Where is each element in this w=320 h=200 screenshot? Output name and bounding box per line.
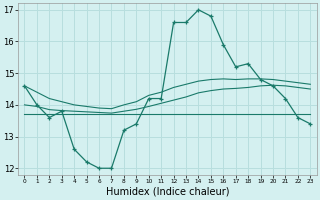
X-axis label: Humidex (Indice chaleur): Humidex (Indice chaleur) xyxy=(106,187,229,197)
